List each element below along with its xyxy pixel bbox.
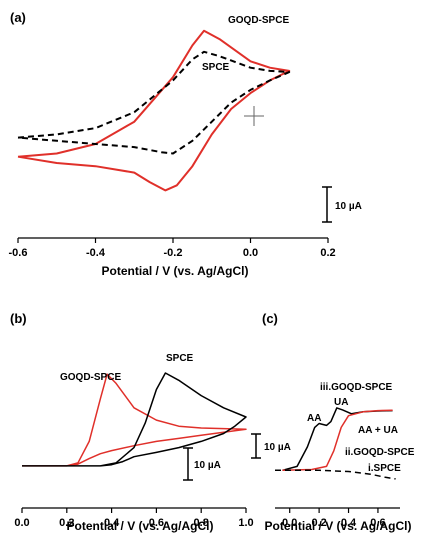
- panel-c: (c) 0.0 0.2 0.4 0.6 Potential / V (vs. Ag/A…: [251, 311, 415, 533]
- series-line-goqd-spce: [17, 29, 291, 192]
- panel-c-xaxis: 0.0 0.2 0.4 0.6: [275, 507, 400, 529]
- panel-b-scalebar: 10 µA: [183, 447, 221, 481]
- panel-b-xaxis: 0.0 0.2 0.4 0.6 0.8 1.0: [14, 507, 254, 529]
- x-tick-label: -0.4: [86, 247, 106, 259]
- panel-b-legend-goqd: GOQD-SPCE: [60, 372, 121, 383]
- series-line-i-spce: [275, 469, 396, 480]
- panel-a-crosshair: [244, 106, 264, 126]
- panel-b-label: (b): [10, 311, 27, 326]
- panel-c-scale-label: 10 µA: [264, 442, 291, 453]
- panel-a-xlabel: Potential / V (vs. Ag/AgCl): [102, 264, 249, 278]
- x-tick-label: 1.0: [238, 517, 253, 529]
- x-tick-label: 0.6: [149, 517, 164, 529]
- panel-b-scale-label: 10 µA: [194, 460, 221, 471]
- x-tick-label: 0.2: [59, 517, 74, 529]
- series-line-ii-goqd-spce: [282, 409, 393, 472]
- x-tick-label: 0.2: [320, 247, 335, 259]
- panel-b: (b) 0.0 0.2 0.4 0.6 0.8 1.0 Potential / V (vs…: [10, 311, 254, 533]
- panel-c-annotation-aa: AA: [307, 413, 321, 424]
- x-tick-label: 0.0: [282, 517, 297, 529]
- x-tick-label: 0.0: [14, 517, 29, 529]
- series-line-spce: [17, 50, 291, 155]
- panel-a-legend-spce: SPCE: [202, 62, 230, 73]
- panel-c-annotation-aa-ua: AA + UA: [358, 425, 398, 436]
- panel-b-legend-spce: SPCE: [166, 353, 194, 364]
- panel-c-annotation-i: i.SPCE: [368, 463, 401, 474]
- x-tick-label: 0.6: [370, 517, 385, 529]
- x-tick-label: 0.8: [194, 517, 209, 529]
- x-tick-label: -0.2: [164, 247, 183, 259]
- panel-a-xaxis: -0.6 -0.4 -0.2 0.0 0.2: [9, 237, 336, 259]
- panel-b-xlabel: Potential / V (vs. Ag/AgCl): [67, 519, 214, 533]
- panel-a-plot: [17, 29, 291, 192]
- series-line-goqd-spce: [22, 373, 247, 467]
- x-tick-label: 0.4: [341, 517, 357, 529]
- x-tick-label: 0.4: [104, 517, 120, 529]
- panel-c-annotation-ua: UA: [334, 397, 348, 408]
- series-line-spce: [22, 372, 247, 467]
- x-tick-label: 0.2: [311, 517, 326, 529]
- panel-c-annotation-ii: ii.GOQD-SPCE: [345, 447, 415, 458]
- panel-a-scalebar: 10 µA: [322, 186, 362, 223]
- panel-c-label: (c): [262, 311, 278, 326]
- panel-a-scale-label: 10 µA: [335, 201, 362, 212]
- panel-c-plot: [275, 407, 396, 480]
- panel-c-xlabel: Potential / V (vs. Ag/AgCl): [265, 519, 412, 533]
- panel-c-scalebar: 10 µA: [251, 433, 291, 459]
- panel-b-plot: [22, 372, 247, 467]
- panel-a-label: (a): [10, 10, 26, 25]
- panel-a-legend-goqd: GOQD-SPCE: [228, 15, 289, 26]
- x-tick-label: -0.6: [9, 247, 28, 259]
- x-tick-label: 0.0: [243, 247, 258, 259]
- panel-c-annotation-iii: iii.GOQD-SPCE: [320, 382, 393, 393]
- panel-a: (a) -0.6 -0.4 -0.2 0.0 0.2 Potential / V (vs…: [9, 10, 362, 278]
